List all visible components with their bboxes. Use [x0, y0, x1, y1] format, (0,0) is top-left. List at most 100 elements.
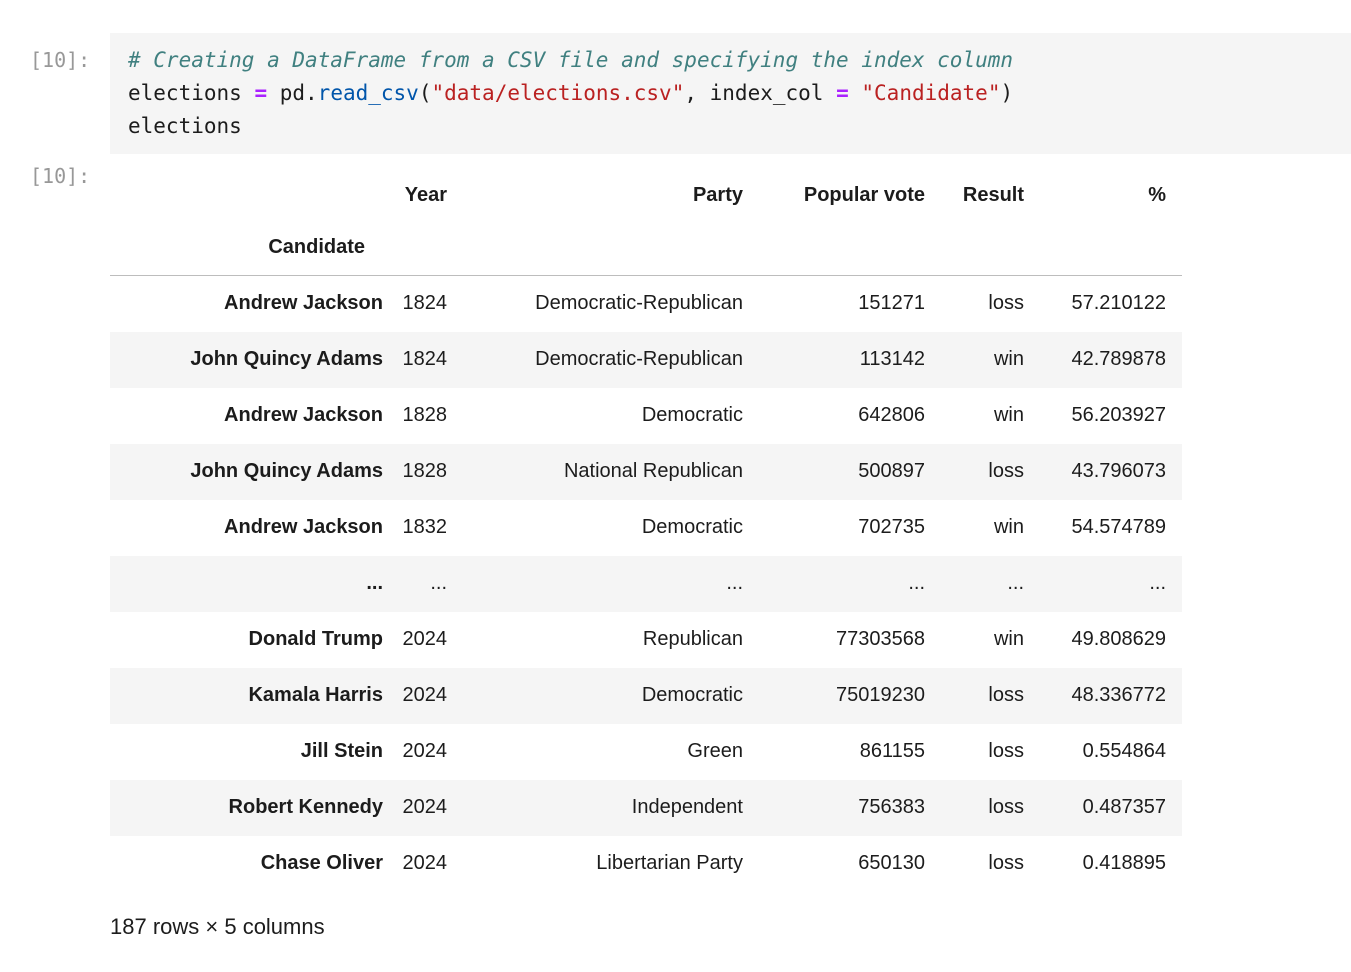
code-token-plain: elections — [128, 114, 242, 138]
table-cell: 756383 — [858, 796, 925, 818]
row-index-cell: Andrew Jackson — [224, 516, 383, 538]
table-cell: 1832 — [402, 516, 448, 538]
table-cell: Democratic — [641, 404, 743, 426]
code-line[interactable]: elections = pd.read_csv("data/elections.… — [128, 77, 1333, 110]
table-cell: 43.796073 — [1071, 460, 1166, 482]
empty-header-cell — [941, 219, 1040, 276]
code-token-operator: = — [836, 81, 849, 105]
table-cell: Democratic-Republican — [535, 348, 743, 370]
table-cell: 642806 — [858, 404, 925, 426]
table-cell: loss — [988, 740, 1024, 762]
row-index-cell: Robert Kennedy — [228, 796, 383, 818]
table-cell: win — [993, 628, 1024, 650]
table-cell: National Republican — [563, 460, 743, 482]
table-cell: 151271 — [858, 292, 925, 315]
code-token-function: read_csv — [317, 81, 419, 105]
table-cell: ... — [726, 572, 743, 594]
notebook: [10]: # Creating a DataFrame from a CSV … — [0, 33, 1351, 940]
table-row: Andrew Jackson 1828 Democratic 642806 win 56.… — [110, 388, 1182, 444]
code-line[interactable]: # Creating a DataFrame from a CSV file a… — [128, 44, 1333, 77]
dataframe-footer: 187 rows × 5 columns — [110, 913, 325, 939]
code-content[interactable]: # Creating a DataFrame from a CSV file a… — [128, 44, 1333, 143]
row-index-cell: Andrew Jackson — [224, 292, 383, 315]
table-cell: 113142 — [859, 348, 925, 370]
table-cell: 861155 — [859, 740, 925, 762]
table-cell: 56.203927 — [1071, 404, 1166, 426]
table-row: Kamala Harris 2024 Democratic 75019230 loss 4… — [110, 667, 1182, 724]
code-token-string: "Candidate" — [861, 81, 1001, 105]
code-token-operator: = — [254, 81, 268, 105]
table-cell: Independent — [631, 796, 743, 818]
table-row: Andrew Jackson 1832 Democratic 702735 win 54.… — [110, 500, 1182, 556]
dataframe-body: Andrew Jackson 1824 Democratic-Republican 1… — [110, 276, 1182, 892]
table-cell: ... — [430, 572, 447, 594]
table-cell: 0.487357 — [1082, 796, 1166, 818]
table-cell: loss — [988, 796, 1024, 818]
table-cell: ... — [1007, 572, 1024, 594]
code-line[interactable]: elections — [128, 110, 1333, 143]
row-index-cell: ... — [366, 572, 383, 594]
code-token-comment: # Creating a DataFrame from a CSV file a… — [128, 48, 1014, 72]
table-row: John Quincy Adams 1828 National Republican… — [110, 443, 1182, 500]
empty-header-cell — [463, 219, 759, 276]
table-row: Donald Trump 2024 Republican 77303568 win 49.… — [110, 612, 1182, 668]
column-header: Year — [404, 183, 447, 206]
table-cell: 49.808629 — [1071, 628, 1166, 650]
table-cell: Republican — [642, 628, 743, 650]
table-row: John Quincy Adams 1824 Democratic-Republic… — [110, 331, 1182, 388]
table-cell: 702735 — [858, 516, 925, 538]
row-index-cell: John Quincy Adams — [190, 348, 383, 370]
table-cell: 57.210122 — [1071, 292, 1166, 315]
table-row: Robert Kennedy 2024 Independent 756383 loss 0… — [110, 779, 1182, 836]
table-cell: 77303568 — [836, 628, 925, 650]
table-cell: win — [993, 516, 1024, 538]
dataframe-header: Year Party Popular vote Result% Candidate — [110, 171, 1182, 276]
table-cell: 2024 — [402, 628, 448, 650]
table-cell: 1824 — [402, 292, 448, 315]
table-cell: win — [993, 348, 1024, 370]
output-prompt: [10]: — [30, 164, 91, 188]
table-cell: 0.418895 — [1082, 852, 1166, 874]
index-name-row: Candidate — [110, 219, 1182, 276]
code-token-string: "data/elections.csv" — [431, 81, 685, 105]
table-cell: 500897 — [858, 460, 925, 482]
table-cell: Democratic — [641, 516, 743, 538]
code-editor[interactable]: # Creating a DataFrame from a CSV file a… — [110, 33, 1351, 154]
output-cell: [10]: Year Party Popular vote Result% Candid… — [0, 154, 1351, 940]
table-cell: 1828 — [402, 460, 448, 482]
row-index-cell: Andrew Jackson — [224, 404, 383, 426]
table-cell: Libertarian Party — [596, 852, 743, 874]
empty-header-cell — [399, 219, 463, 276]
row-index-cell: Donald Trump — [248, 628, 383, 650]
code-token-plain: ) — [1000, 81, 1014, 105]
table-cell: 2024 — [402, 796, 448, 818]
code-cell: [10]: # Creating a DataFrame from a CSV … — [0, 33, 1351, 154]
output-area: Year Party Popular vote Result% Candidate An… — [110, 154, 1351, 940]
row-index-cell: Jill Stein — [300, 740, 383, 762]
row-index-cell: Kamala Harris — [248, 684, 383, 706]
table-cell: Democratic-Republican — [535, 292, 743, 315]
empty-header-cell — [1040, 219, 1182, 276]
table-cell: 54.574789 — [1071, 516, 1166, 538]
table-cell: 2024 — [402, 852, 448, 874]
column-header: Result — [962, 183, 1024, 206]
table-cell: win — [993, 404, 1024, 426]
empty-header-cell — [759, 219, 941, 276]
table-cell: loss — [988, 292, 1024, 315]
table-cell: loss — [988, 460, 1024, 482]
table-row: Andrew Jackson 1824 Democratic-Republican 1… — [110, 276, 1182, 332]
table-cell: 1828 — [402, 404, 448, 426]
table-cell: 42.789878 — [1071, 348, 1166, 370]
input-prompt: [10]: — [30, 48, 91, 72]
column-header: Popular vote — [803, 183, 925, 206]
table-row: Chase Oliver 2024 Libertarian Party 650130 l… — [110, 836, 1182, 892]
code-token-plain: ( — [418, 81, 432, 105]
index-name-header: Candidate — [268, 235, 365, 258]
table-cell: 48.336772 — [1071, 684, 1166, 706]
code-token-plain: elections — [128, 81, 255, 105]
column-header: % — [1148, 183, 1166, 206]
corner-header-cell — [110, 171, 399, 219]
table-cell: Green — [687, 740, 743, 762]
column-header: Party — [692, 183, 743, 206]
dataframe-table: Year Party Popular vote Result% Candidate An… — [110, 171, 1182, 892]
